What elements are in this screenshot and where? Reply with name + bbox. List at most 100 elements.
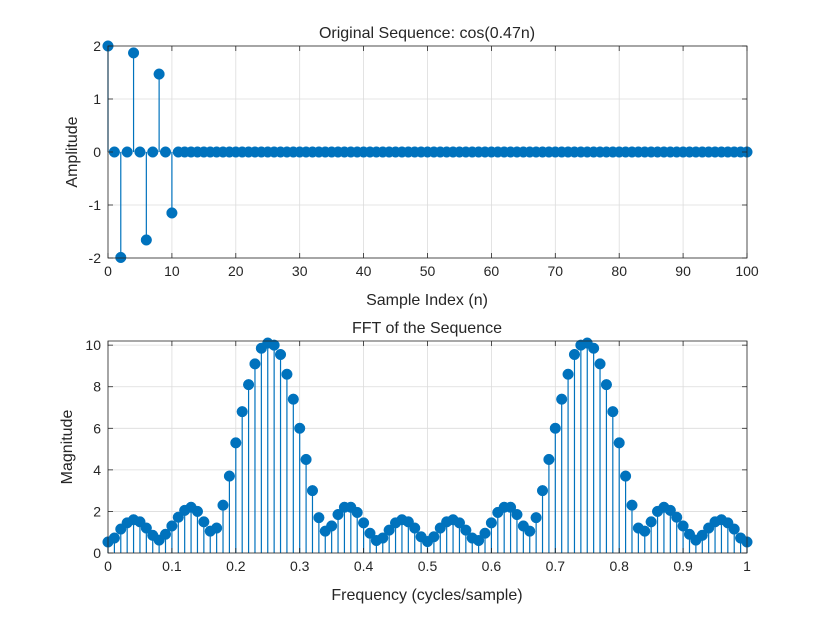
- x-tick-label: 1: [743, 558, 751, 574]
- stem-marker: [134, 146, 146, 158]
- chart-title: FFT of the Sequence: [352, 320, 502, 337]
- stem-marker: [511, 508, 523, 521]
- x-tick-label: 0.2: [226, 558, 246, 574]
- x-tick-label: 0.9: [673, 558, 693, 574]
- x-tick-label: 80: [611, 263, 627, 279]
- x-tick-label: 0: [104, 558, 112, 574]
- stem-marker: [607, 406, 619, 418]
- stem-marker: [351, 506, 363, 519]
- stem-marker: [326, 520, 338, 532]
- y-axis-label: Amplitude: [64, 116, 81, 187]
- y-tick-label: 10: [85, 337, 101, 353]
- stem-marker: [530, 512, 542, 524]
- stem-marker: [115, 251, 127, 264]
- stem-marker: [223, 470, 235, 482]
- x-tick-label: 0.7: [546, 558, 566, 574]
- stem-marker: [620, 470, 632, 482]
- stem-marker: [536, 485, 549, 497]
- x-tick-label: 0.8: [609, 558, 629, 574]
- stem-marker: [249, 358, 261, 370]
- stem-marker: [294, 422, 306, 434]
- stem-marker: [153, 68, 165, 80]
- x-axis-label: Sample Index (n): [366, 292, 488, 309]
- x-tick-label: 40: [356, 263, 372, 279]
- stem-marker: [524, 525, 536, 537]
- chart-title: Original Sequence: cos(0.47n): [319, 25, 535, 42]
- stem-marker: [108, 532, 120, 544]
- x-tick-label: 0.3: [290, 558, 310, 574]
- stem-marker: [191, 505, 204, 517]
- stem-marker: [364, 527, 376, 539]
- stem-series: [102, 40, 753, 264]
- x-axis-label: Frequency (cycles/sample): [331, 587, 522, 604]
- stem-marker: [696, 529, 708, 541]
- stem-marker: [140, 522, 152, 534]
- x-tick-label: 60: [484, 263, 500, 279]
- stem-marker: [568, 348, 581, 361]
- stem-marker: [332, 508, 344, 521]
- stem-marker: [268, 339, 280, 351]
- stem-marker: [274, 348, 287, 361]
- stem-marker: [313, 512, 325, 524]
- x-tick-label: 0.6: [482, 558, 502, 574]
- stem-marker: [166, 520, 178, 532]
- y-tick-label: 0: [93, 144, 101, 160]
- x-tick-label: 30: [292, 263, 308, 279]
- stem-marker: [600, 379, 612, 391]
- stem-marker: [300, 453, 312, 466]
- x-tick-label: 50: [420, 263, 436, 279]
- stem-marker: [671, 511, 683, 523]
- x-tick-label: 0.1: [162, 558, 182, 574]
- stem-marker: [728, 523, 740, 535]
- stem-marker: [287, 393, 299, 405]
- stem-marker: [281, 368, 293, 380]
- x-tick-label: 20: [228, 263, 244, 279]
- stem-marker: [236, 406, 248, 418]
- y-tick-label: 2: [93, 503, 101, 519]
- stem-marker: [460, 524, 472, 536]
- stem-marker: [243, 379, 255, 391]
- x-tick-label: 100: [735, 263, 759, 279]
- stem-marker: [505, 501, 517, 513]
- stem-marker: [230, 437, 242, 449]
- x-tick-label: 0.5: [418, 558, 438, 574]
- stem-marker: [556, 393, 568, 405]
- x-tick-label: 90: [675, 263, 691, 279]
- stem-marker: [453, 517, 466, 529]
- stem-series: [102, 337, 753, 553]
- subplot-original-sequence: 0 10 20 30 40 50 60 70 80 90 100 -2 -1 0 1 2 Original S…: [64, 25, 759, 309]
- x-tick-label: 10: [164, 263, 180, 279]
- stem-marker: [121, 146, 133, 158]
- stem-marker: [409, 522, 421, 534]
- y-tick-label: -2: [89, 250, 102, 266]
- stem-marker: [473, 534, 485, 547]
- stem-marker: [428, 531, 440, 543]
- y-tick-label: 2: [93, 38, 101, 54]
- stem-marker: [159, 528, 172, 540]
- stem-marker: [594, 358, 606, 370]
- stem-marker: [562, 368, 574, 380]
- y-tick-label: -1: [89, 197, 102, 213]
- stem-marker: [128, 47, 140, 59]
- y-tick-label: 1: [93, 91, 101, 107]
- ticks: 0 10 20 30 40 50 60 70 80 90 100 -2 -1 0 1 2: [89, 38, 759, 279]
- x-tick-label: 0.4: [354, 558, 374, 574]
- stem-marker: [198, 516, 210, 528]
- stem-marker: [306, 485, 319, 497]
- stem-marker: [377, 532, 389, 544]
- y-axis-label: Magnitude: [59, 410, 76, 485]
- stem-marker: [140, 234, 152, 246]
- y-tick-label: 0: [93, 545, 101, 561]
- stem-marker: [147, 146, 159, 158]
- stem-marker: [217, 499, 229, 511]
- stem-marker: [677, 520, 689, 532]
- stem-marker: [159, 146, 172, 158]
- stem-marker: [479, 527, 491, 539]
- stem-marker: [543, 453, 555, 466]
- y-tick-label: 4: [93, 462, 101, 478]
- stem-marker: [588, 342, 600, 354]
- x-tick-label: 70: [548, 263, 564, 279]
- stem-marker: [485, 517, 497, 529]
